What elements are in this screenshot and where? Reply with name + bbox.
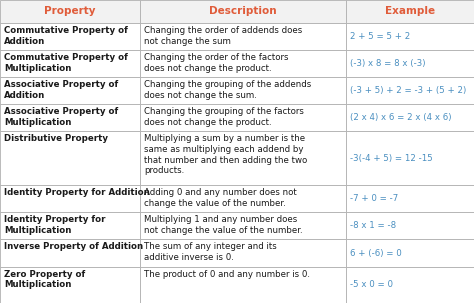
Text: Changing the grouping of the factors
does not change the product.: Changing the grouping of the factors doe…: [144, 107, 304, 127]
Bar: [140, 0, 346, 23]
Text: (-3) x 8 = 8 x (-3): (-3) x 8 = 8 x (-3): [350, 59, 426, 68]
Bar: [0, 267, 140, 303]
Bar: [0, 50, 140, 77]
Bar: [140, 267, 346, 303]
Bar: [0, 212, 140, 239]
Bar: [140, 239, 346, 267]
Text: The product of 0 and any number is 0.: The product of 0 and any number is 0.: [144, 270, 310, 278]
Text: Changing the order of addends does
not change the sum: Changing the order of addends does not c…: [144, 26, 302, 46]
Text: Commutative Property of
Addition: Commutative Property of Addition: [4, 26, 128, 46]
Text: (2 x 4) x 6 = 2 x (4 x 6): (2 x 4) x 6 = 2 x (4 x 6): [350, 113, 452, 122]
Bar: [0, 239, 140, 267]
Bar: [346, 239, 474, 267]
Text: Example: Example: [385, 6, 435, 16]
Bar: [346, 104, 474, 131]
Text: Property: Property: [44, 6, 96, 16]
Text: Distributive Property: Distributive Property: [4, 134, 108, 143]
Text: Changing the order of the factors
does not change the product.: Changing the order of the factors does n…: [144, 53, 288, 73]
Bar: [0, 0, 140, 23]
Text: -5 x 0 = 0: -5 x 0 = 0: [350, 280, 393, 289]
Text: Description: Description: [209, 6, 277, 16]
Text: Associative Property of
Addition: Associative Property of Addition: [4, 80, 118, 100]
Text: (-3 + 5) + 2 = -3 + (5 + 2): (-3 + 5) + 2 = -3 + (5 + 2): [350, 86, 466, 95]
Text: Associative Property of
Multiplication: Associative Property of Multiplication: [4, 107, 118, 127]
Bar: [0, 23, 140, 50]
Bar: [0, 104, 140, 131]
Bar: [0, 185, 140, 212]
Bar: [140, 50, 346, 77]
Bar: [140, 131, 346, 185]
Text: The sum of any integer and its
additive inverse is 0.: The sum of any integer and its additive …: [144, 242, 277, 262]
Text: -7 + 0 = -7: -7 + 0 = -7: [350, 195, 398, 203]
Bar: [140, 23, 346, 50]
Text: 6 + (-6) = 0: 6 + (-6) = 0: [350, 248, 402, 258]
Text: Multiplying a sum by a number is the
same as multiplying each addend by
that num: Multiplying a sum by a number is the sam…: [144, 134, 307, 175]
Bar: [140, 104, 346, 131]
Bar: [140, 212, 346, 239]
Bar: [346, 212, 474, 239]
Bar: [346, 0, 474, 23]
Bar: [346, 23, 474, 50]
Text: Zero Property of
Multiplication: Zero Property of Multiplication: [4, 270, 85, 289]
Text: Inverse Property of Addition: Inverse Property of Addition: [4, 242, 143, 251]
Text: Multiplying 1 and any number does
not change the value of the number.: Multiplying 1 and any number does not ch…: [144, 215, 302, 235]
Bar: [140, 77, 346, 104]
Text: 2 + 5 = 5 + 2: 2 + 5 = 5 + 2: [350, 32, 410, 41]
Text: -3(-4 + 5) = 12 -15: -3(-4 + 5) = 12 -15: [350, 154, 433, 163]
Bar: [140, 185, 346, 212]
Text: Commutative Property of
Multiplication: Commutative Property of Multiplication: [4, 53, 128, 73]
Bar: [0, 131, 140, 185]
Text: Changing the grouping of the addends
does not change the sum.: Changing the grouping of the addends doe…: [144, 80, 311, 100]
Text: Identity Property for
Multiplication: Identity Property for Multiplication: [4, 215, 106, 235]
Text: -8 x 1 = -8: -8 x 1 = -8: [350, 221, 396, 231]
Bar: [0, 77, 140, 104]
Bar: [346, 131, 474, 185]
Bar: [346, 267, 474, 303]
Bar: [346, 77, 474, 104]
Text: Identity Property for Addition: Identity Property for Addition: [4, 188, 150, 197]
Text: Adding 0 and any number does not
change the value of the number.: Adding 0 and any number does not change …: [144, 188, 297, 208]
Bar: [346, 185, 474, 212]
Bar: [346, 50, 474, 77]
